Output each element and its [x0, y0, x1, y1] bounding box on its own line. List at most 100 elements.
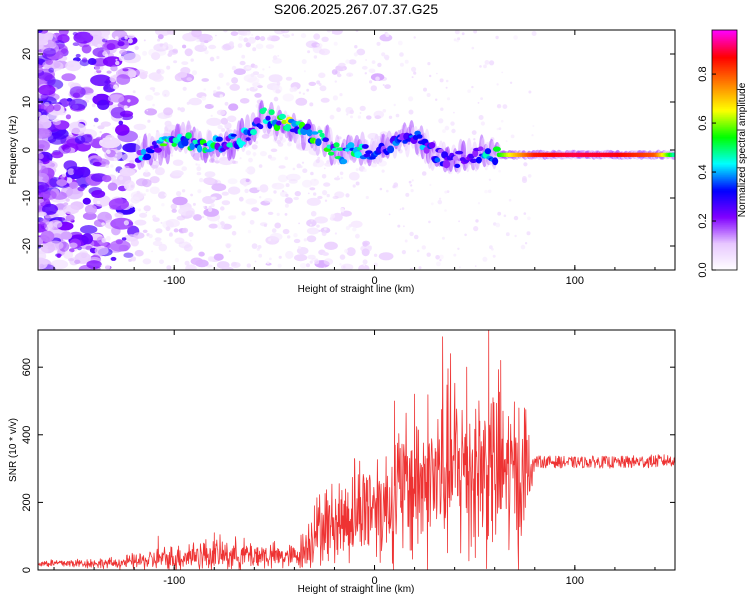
ridge-point	[428, 142, 436, 149]
noise-dot	[105, 164, 109, 168]
noise-blob	[82, 197, 91, 205]
noise-blob	[338, 62, 346, 67]
colorbar-cell	[712, 100, 737, 103]
noise-dot	[497, 211, 502, 216]
noise-blob	[267, 211, 274, 215]
noise-dot	[253, 154, 256, 157]
colorbar-cell	[712, 256, 737, 259]
noise-blob	[77, 30, 82, 33]
noise-blob	[293, 196, 300, 201]
colorbar-cell	[712, 200, 737, 203]
noise-dot	[152, 89, 155, 92]
noise-blob	[94, 245, 109, 256]
snr-ylabel: SNR (10 * v/v)	[8, 418, 19, 482]
ridge-point	[492, 146, 501, 152]
ridge-point	[455, 150, 464, 155]
noise-blob	[245, 42, 251, 48]
noise-dot	[505, 232, 510, 237]
noise-dot	[484, 60, 490, 65]
noise-blob	[86, 260, 102, 269]
spectrogram-ridge	[134, 100, 675, 175]
colorbar-gradient	[712, 30, 737, 271]
noise-blob	[374, 115, 381, 120]
noise-blob	[38, 144, 45, 149]
noise-dot	[130, 184, 134, 188]
noise-blob	[95, 136, 103, 141]
noise-blob	[102, 175, 112, 183]
noise-blob	[63, 202, 69, 206]
noise-blob	[251, 144, 258, 150]
noise-dot	[152, 160, 157, 166]
noise-dot	[255, 140, 259, 144]
noise-dot	[105, 53, 109, 57]
noise-dot	[182, 86, 187, 91]
noise-dot	[196, 166, 202, 172]
noise-dot	[113, 84, 118, 90]
noise-dot	[439, 259, 442, 262]
noise-blob	[133, 123, 147, 131]
noise-blob	[47, 132, 67, 145]
noise-blob	[254, 93, 262, 98]
noise-dot	[453, 111, 455, 114]
noise-blob	[239, 98, 250, 104]
noise-blob	[66, 98, 73, 102]
noise-dot	[127, 38, 133, 44]
noise-blob	[163, 107, 174, 116]
noise-dot	[231, 65, 237, 71]
noise-dot	[241, 54, 246, 59]
noise-blob	[50, 259, 69, 270]
noise-blob	[384, 56, 389, 61]
noise-blob	[60, 144, 70, 150]
snr-frame	[37, 329, 676, 571]
ridge-point	[442, 160, 451, 169]
noise-blob	[139, 212, 148, 218]
noise-blob	[334, 177, 341, 181]
noise-dot	[345, 193, 350, 198]
colorbar-cell	[712, 114, 737, 117]
noise-blob	[172, 196, 188, 206]
ridge-point	[181, 139, 189, 147]
noise-blob	[264, 198, 273, 203]
noise-blob	[216, 109, 226, 116]
ridge-point	[454, 163, 461, 168]
ridge-point	[171, 142, 177, 147]
noise-dot	[330, 213, 336, 219]
noise-dot	[96, 200, 101, 205]
noise-dot	[114, 154, 118, 157]
noise-dot	[94, 149, 97, 151]
colorbar-cell	[712, 110, 737, 113]
noise-dot	[484, 189, 488, 194]
noise-dot	[217, 220, 220, 222]
noise-dot	[293, 233, 298, 238]
noise-dot	[526, 231, 531, 236]
noise-dot	[226, 243, 231, 249]
colorbar-cell	[712, 64, 737, 67]
colorbar-cell	[712, 162, 737, 165]
noise-dot	[306, 263, 310, 268]
noise-dot	[285, 183, 290, 188]
x-tick-label: 0	[371, 275, 377, 287]
noise-dot	[112, 126, 116, 130]
noise-dot	[129, 203, 134, 208]
noise-dot	[471, 85, 474, 89]
noise-dot	[310, 219, 314, 222]
noise-dot	[239, 157, 242, 160]
noise-dot	[324, 167, 326, 170]
colorbar-cell	[712, 206, 737, 209]
noise-dot	[498, 127, 502, 130]
colorbar-cell	[712, 188, 737, 191]
colorbar-cell	[712, 146, 737, 149]
noise-blob	[123, 252, 134, 258]
noise-dot	[152, 103, 155, 107]
noise-blob	[172, 159, 184, 166]
noise-blob	[148, 72, 162, 81]
noise-blob	[259, 151, 267, 157]
noise-dot	[276, 139, 281, 145]
noise-dot	[357, 115, 362, 119]
noise-dot	[152, 168, 155, 170]
noise-blob	[308, 81, 317, 86]
colorbar-cell	[712, 124, 737, 127]
ridge-point	[354, 151, 362, 159]
noise-dot	[382, 109, 387, 113]
colorbar-cell	[712, 170, 737, 173]
